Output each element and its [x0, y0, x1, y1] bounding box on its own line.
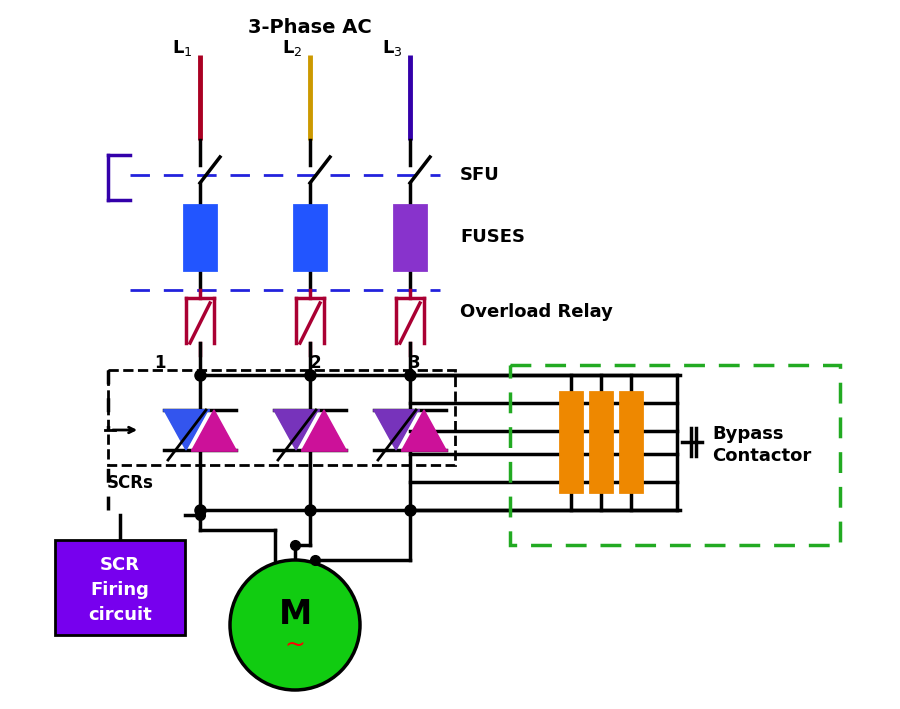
- Polygon shape: [192, 410, 236, 450]
- Polygon shape: [402, 410, 446, 450]
- Text: M: M: [278, 598, 311, 632]
- Bar: [294, 205, 326, 270]
- Text: 2: 2: [310, 354, 320, 372]
- Bar: [184, 205, 216, 270]
- Text: circuit: circuit: [88, 606, 152, 624]
- Text: FUSES: FUSES: [460, 228, 525, 246]
- Text: Overload Relay: Overload Relay: [460, 303, 613, 321]
- Bar: [55, 540, 185, 635]
- Text: SCR: SCR: [100, 556, 140, 574]
- Text: 3: 3: [410, 354, 421, 372]
- Bar: [108, 370, 455, 465]
- Bar: [620, 392, 642, 492]
- Text: Firing: Firing: [91, 581, 149, 599]
- Bar: [394, 205, 426, 270]
- Text: 1: 1: [154, 354, 166, 372]
- Circle shape: [230, 560, 360, 690]
- Polygon shape: [274, 410, 318, 450]
- Text: L$_3$: L$_3$: [382, 38, 402, 58]
- Text: L$_1$: L$_1$: [172, 38, 193, 58]
- Text: SCRs: SCRs: [106, 474, 153, 492]
- Text: Contactor: Contactor: [712, 447, 811, 465]
- Polygon shape: [164, 410, 208, 450]
- Bar: [510, 365, 840, 545]
- Polygon shape: [302, 410, 346, 450]
- Text: Bypass: Bypass: [712, 425, 784, 443]
- Text: ~: ~: [284, 633, 305, 657]
- Bar: [590, 392, 612, 492]
- Text: L$_2$: L$_2$: [282, 38, 302, 58]
- Bar: [560, 392, 582, 492]
- Text: 3-Phase AC: 3-Phase AC: [248, 18, 372, 37]
- Text: SFU: SFU: [460, 166, 500, 184]
- Polygon shape: [374, 410, 418, 450]
